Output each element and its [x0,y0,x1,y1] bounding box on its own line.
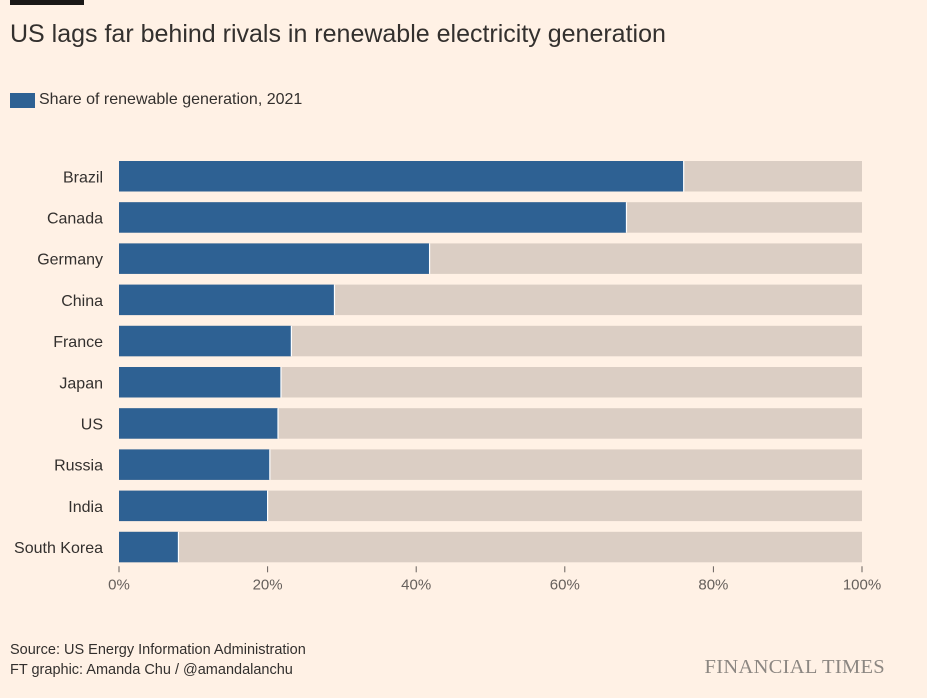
renewable-bar-south-korea [119,531,179,563]
renewable-bar-us [119,408,279,439]
category-label-russia: Russia [54,458,103,475]
ft-top-rule [10,0,84,5]
category-label-canada: Canada [47,210,103,227]
legend-swatch [10,92,35,108]
source-note: Source: US Energy Information Administra… [10,640,306,680]
renewable-bar-brazil [119,161,684,192]
chart-title: US lags far behind rivals in renewable e… [10,20,666,48]
category-label-south-korea: South Korea [14,540,103,557]
renewable-bar-india [119,490,268,522]
legend: Share of renewable generation, 2021 [10,91,302,109]
category-label-india: India [68,499,103,516]
x-tick-label: 20% [253,576,283,593]
x-tick-label: 80% [698,576,728,593]
x-tick-label: 40% [401,576,431,593]
renewable-bar-russia [119,449,270,480]
source-line: Source: US Energy Information Administra… [10,642,306,658]
renewable-bar-japan [119,367,281,398]
renewable-bar-china [119,284,335,316]
category-label-china: China [61,293,103,310]
bar-chart: Brazil Canada Germany China France Japan US Rus… [14,161,881,593]
category-label-brazil: Brazil [63,169,103,186]
category-label-us: US [81,416,103,433]
renewable-bar-germany [119,243,430,274]
category-label-japan: Japan [59,375,103,392]
credit-line: FT graphic: Amanda Chu / @amandalanchu [10,662,293,678]
renewable-bar-canada [119,202,627,233]
renewable-bar-france [119,325,292,357]
remainder-bar-south-korea [119,531,862,563]
legend-label: Share of renewable generation, 2021 [39,91,303,108]
x-tick-label: 0% [108,576,130,593]
x-tick-label: 60% [550,576,580,593]
category-label-germany: Germany [37,252,103,269]
x-tick-label: 100% [843,576,881,593]
category-label-france: France [53,334,103,351]
financial-times-logo: FINANCIAL TIMES [704,656,885,678]
